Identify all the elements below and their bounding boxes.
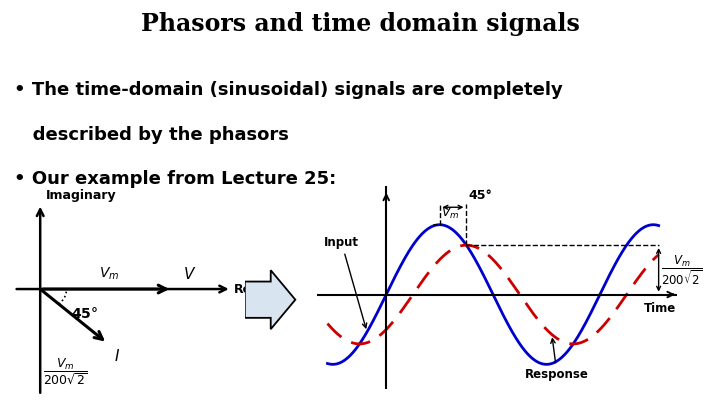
Text: $\dfrac{V_m}{200\sqrt{2}}$: $\dfrac{V_m}{200\sqrt{2}}$ <box>43 357 88 387</box>
Text: $\dfrac{V_m}{200\sqrt{2}}$: $\dfrac{V_m}{200\sqrt{2}}$ <box>662 253 703 287</box>
FancyArrow shape <box>245 270 295 329</box>
Text: Response: Response <box>525 339 589 382</box>
Text: $\mathbf{45°}$: $\mathbf{45°}$ <box>71 306 98 321</box>
Text: $\mathit{I}$: $\mathit{I}$ <box>114 347 120 364</box>
Text: • The time-domain (sinusoidal) signals are completely: • The time-domain (sinusoidal) signals a… <box>14 81 563 99</box>
Text: $\mathit{V}$: $\mathit{V}$ <box>183 266 196 281</box>
Text: Time: Time <box>644 301 676 315</box>
Text: described by the phasors: described by the phasors <box>14 126 289 143</box>
Text: 45°: 45° <box>468 189 492 202</box>
Text: Real: Real <box>234 283 265 296</box>
Text: • Our example from Lecture 25:: • Our example from Lecture 25: <box>14 170 337 188</box>
Text: $\mathit{V_m}$: $\mathit{V_m}$ <box>441 205 460 220</box>
Text: $\mathit{V_m}$: $\mathit{V_m}$ <box>99 265 119 281</box>
Text: Phasors and time domain signals: Phasors and time domain signals <box>140 12 580 36</box>
Text: Input: Input <box>324 236 366 328</box>
Text: Imaginary: Imaginary <box>45 189 116 202</box>
